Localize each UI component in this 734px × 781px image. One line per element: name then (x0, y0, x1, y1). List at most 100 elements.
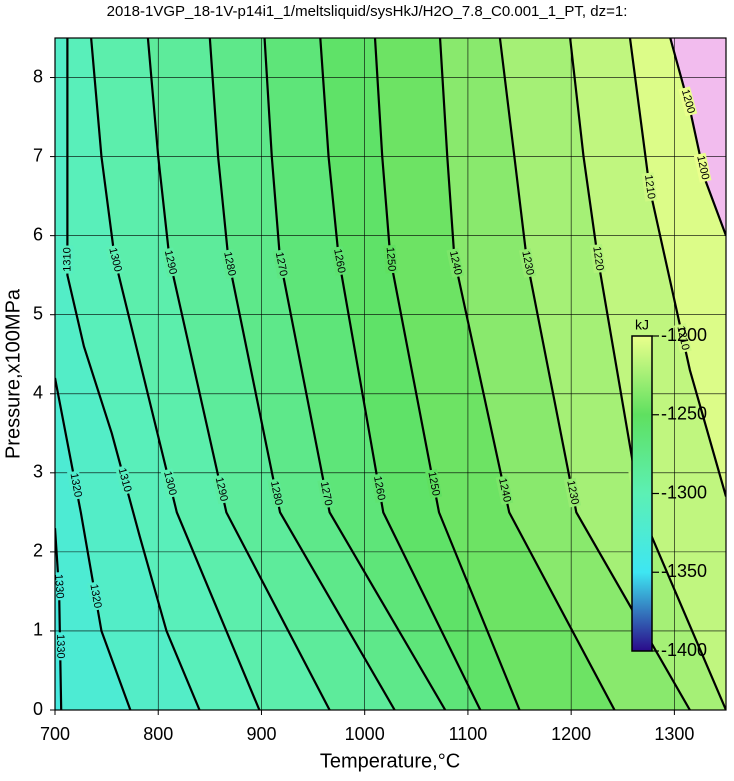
contour-label: 1330 (54, 634, 66, 659)
x-tick-label: 700 (40, 724, 70, 744)
contour-label: 1230 (519, 250, 535, 276)
contour-label-group: 1260 (330, 246, 348, 276)
x-tick-label: 1100 (449, 724, 488, 744)
contour-label-bg (161, 247, 180, 278)
colorbar (631, 335, 653, 652)
contour-label-bg (425, 468, 443, 499)
contour-label-group: 1200 (693, 152, 712, 183)
contour-label-group: 1280 (267, 478, 285, 509)
colorbar-tick-label: -1350 (661, 561, 707, 581)
contour-label: 1210 (642, 174, 657, 200)
y-tick-label: 5 (33, 303, 43, 323)
y-tick-label: 3 (33, 462, 43, 482)
contour-label: 1270 (273, 251, 289, 277)
contour-label: 1260 (331, 248, 347, 274)
contour-label-group: 1270 (317, 478, 335, 509)
contour-label-group: 1240 (446, 247, 465, 278)
contour-label-group: 1290 (161, 247, 180, 278)
contour-label: 1200 (694, 154, 711, 180)
contour-label-bg (317, 478, 335, 509)
colorbar-tick-label: -1250 (661, 404, 707, 424)
contour-label-group: 1330 (52, 571, 66, 601)
contour-label: 1250 (425, 471, 441, 497)
contour-label-bg (87, 581, 104, 611)
contour-label-bg (693, 152, 712, 183)
contour-label-group: 1250 (383, 244, 398, 274)
colorbar-tick-label: -1400 (661, 640, 707, 660)
contour-label: 1330 (52, 574, 66, 599)
contour-label-bg (495, 475, 514, 506)
contour-label: 1260 (371, 475, 387, 501)
colorbar-tick-label: -1200 (661, 325, 707, 345)
contour-label-group: 1210 (641, 172, 658, 202)
contour-label-bg (115, 464, 134, 496)
y-tick-label: 2 (33, 541, 43, 561)
contour-label-bg (446, 247, 465, 278)
x-tick-label: 800 (143, 724, 173, 744)
contour-label-bg (589, 243, 606, 274)
contour-label: 1290 (162, 249, 179, 276)
x-tick-label: 1200 (551, 724, 591, 744)
contour-label-bg (67, 470, 85, 501)
contour-label-group: 1260 (370, 473, 388, 504)
contour-label-bg (678, 86, 698, 117)
y-tick-label: 7 (33, 145, 43, 165)
contour-label: 1230 (564, 479, 580, 505)
x-tick-label: 1000 (345, 724, 385, 744)
contour-label-group: 1330 (54, 632, 66, 661)
contour-label-group: 1250 (425, 468, 443, 499)
y-tick-label: 8 (33, 66, 43, 86)
contour-label-bg (212, 474, 231, 505)
y-tick-label: 4 (33, 383, 43, 403)
contour-label: 1300 (106, 246, 123, 273)
x-tick-label: 1300 (654, 724, 694, 744)
contour-label-group: 1320 (67, 470, 85, 501)
y-tick-label: 1 (33, 620, 43, 640)
y-axis-label: Pressure,x100MPa (2, 288, 24, 459)
contour-label-group: 1270 (272, 249, 290, 280)
contour-label: 1250 (384, 246, 398, 271)
contour-label-bg (370, 473, 388, 504)
contour-label: 1320 (87, 583, 103, 609)
contour-label-group: 1220 (589, 243, 606, 274)
contour-label: 1290 (213, 476, 230, 503)
contour-label-bg (641, 172, 658, 202)
contour-label: 1280 (268, 480, 285, 506)
contour-label: 1280 (221, 251, 238, 277)
contour-label-group: 1310 (61, 245, 74, 274)
contour-label-group: 1310 (115, 464, 134, 496)
contour-label: 1270 (318, 480, 334, 506)
overlay: 700 800 900 1000 1100 1200 1300 0 1 2 3 4 5 6 7 8 kJ -120… (33, 37, 727, 744)
contour-label: 1240 (447, 250, 464, 276)
colorbar-label: kJ (635, 317, 649, 333)
contour-label: 1210 (674, 325, 691, 351)
contour-label: 1300 (161, 470, 178, 497)
x-tick-label: 900 (246, 724, 276, 744)
contour-label-bg (383, 244, 398, 274)
y-tick-label: 6 (33, 224, 43, 244)
plot-frame (54, 37, 727, 711)
contour-line (66, 38, 201, 710)
contour-label-bg (220, 249, 239, 279)
x-axis-label: Temperature,°C (320, 750, 460, 772)
contour-line (669, 38, 726, 237)
contour-label-group: 1210 (673, 323, 692, 354)
contour-label: 1310 (61, 247, 73, 271)
contour-label-bg (673, 323, 692, 354)
contour-label-bg (160, 468, 179, 499)
contour-label: 1220 (590, 246, 605, 272)
contour-label-bg (518, 248, 537, 278)
contour-label-group: 1300 (105, 244, 125, 275)
y-tick-label: 0 (33, 699, 43, 719)
colorbar-tick-label: -1300 (661, 482, 707, 502)
contour-label-group: 1320 (87, 581, 104, 611)
contour-label: 1240 (496, 477, 513, 503)
contour-label-group: 1230 (518, 248, 537, 278)
contour-label-bg (563, 477, 582, 508)
contour-label-group: 1290 (212, 474, 231, 505)
contour-label-group: 1230 (563, 477, 582, 508)
contour-line (55, 377, 132, 710)
plot-area: 1330 1330 1320 1320 1310 1310 1300 1300 1290 1290… (52, 38, 726, 710)
